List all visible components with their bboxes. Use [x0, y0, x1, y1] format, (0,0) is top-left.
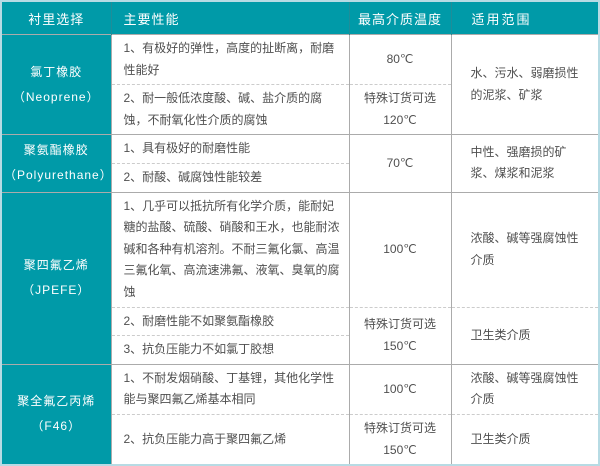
table-row: 氯丁橡胶 （Neoprene） 1、有极好的弹性，高度的扯断离，耐磨性能好 80℃ 水、… — [1, 33, 599, 135]
column-header-lining: 衬里选择 — [1, 1, 111, 35]
performance-cell: 1、不耐发烟硝酸、丁基锂，其他化学性能与聚四氟乙烯基本相同 — [110, 363, 349, 415]
temperature-cell: 特殊订货可选 150℃ — [348, 413, 451, 466]
table-body: 氯丁橡胶 （Neoprene） 1、有极好的弹性，高度的扯断离，耐磨性能好 80℃ 水、… — [1, 33, 599, 466]
table-row: 3、抗负压能力不如氯丁胶想 — [1, 335, 599, 365]
column-header-range: 适用范围 — [450, 1, 599, 35]
temperature-cell: 80℃ — [348, 33, 451, 85]
performance-cell: 1、具有极好的耐磨性能 — [110, 134, 349, 164]
header-row: 衬里选择 主要性能 最高介质温度 适用范围 — [1, 1, 599, 35]
performance-cell: 2、耐一般低浓度酸、碱、盐介质的腐蚀，不耐氧化性介质的腐蚀 — [110, 84, 349, 135]
performance-cell: 1、几乎可以抵抗所有化学介质，能耐妃糖的盐酸、硫酸、硝酸和王水，也能耐浓碱和各种… — [110, 191, 349, 308]
temperature-cell: 特殊订货可选 150℃ — [348, 306, 451, 365]
column-header-performance: 主要性能 — [110, 1, 349, 35]
lining-cell: 氯丁橡胶 （Neoprene） — [1, 33, 111, 135]
performance-cell: 2、耐磨性能不如聚氨酯橡胶 — [110, 306, 349, 336]
performance-cell: 2、耐酸、碱腐蚀性能较差 — [110, 162, 349, 193]
range-cell: 中性、强磨损的矿浆、煤浆和泥浆 — [450, 134, 599, 193]
range-cell: 水、污水、弱磨损性的泥浆、矿浆 — [450, 33, 599, 135]
range-cell: 卫生类介质 — [450, 413, 599, 466]
range-cell: 卫生类介质 — [450, 306, 599, 365]
temperature-cell: 特殊订货可选 120℃ — [348, 84, 451, 135]
table-row: 聚氨酯橡胶 （Polyurethane） 1、具有极好的耐磨性能 70℃ 中性、强磨损的… — [1, 134, 599, 193]
performance-cell: 2、抗负压能力高于聚四氟乙烯 — [110, 413, 349, 466]
performance-cell: 1、有极好的弹性，高度的扯断离，耐磨性能好 — [110, 33, 349, 85]
column-header-temperature: 最高介质温度 — [348, 1, 451, 35]
table-row: 聚四氟乙烯 （JPEFE） 1、几乎可以抵抗所有化学介质，能耐妃糖的盐酸、硫酸、硝酸… — [1, 191, 599, 365]
temperature-cell: 100℃ — [348, 191, 451, 308]
table-row: 2、耐酸、碱腐蚀性能较差 — [1, 162, 599, 193]
temperature-cell: 70℃ — [348, 134, 451, 193]
temperature-cell: 100℃ — [348, 363, 451, 415]
lining-cell: 聚氨酯橡胶 （Polyurethane） — [1, 134, 112, 193]
range-cell: 浓酸、碱等强腐蚀性介质 — [450, 363, 599, 415]
lining-cell: 聚四氟乙烯 （JPEFE） — [1, 191, 111, 365]
performance-cell: 3、抗负压能力不如氯丁胶想 — [110, 335, 349, 365]
range-cell: 浓酸、碱等强腐蚀性介质 — [450, 191, 599, 308]
lining-cell: 聚全氟乙丙烯 （F46） — [1, 363, 111, 466]
table-header: 衬里选择 主要性能 最高介质温度 适用范围 — [1, 1, 599, 35]
table-row: 聚全氟乙丙烯 （F46） 1、不耐发烟硝酸、丁基锂，其他化学性能与聚四氟乙烯基本相同… — [1, 363, 599, 466]
table-row: 2、耐磨性能不如聚氨酯橡胶 特殊订货可选 150℃ 卫生类介质 — [1, 306, 599, 365]
table-row: 2、耐一般低浓度酸、碱、盐介质的腐蚀，不耐氧化性介质的腐蚀 特殊订货可选 120℃ — [1, 84, 599, 135]
